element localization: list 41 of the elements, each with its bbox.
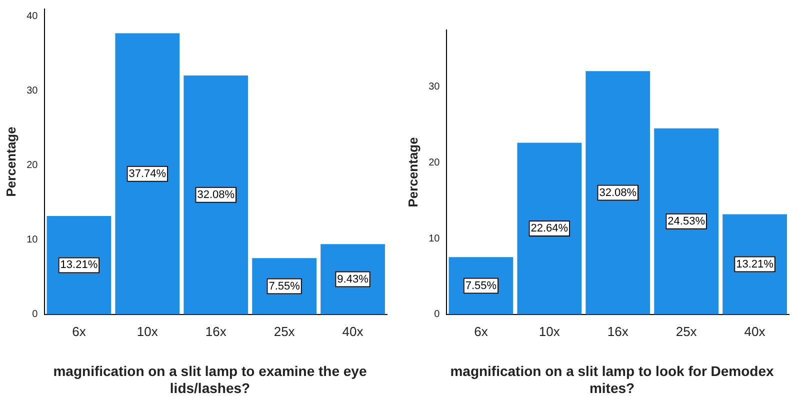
bar (320, 244, 385, 314)
x-tick-label: 16x (205, 324, 227, 339)
data-label: 37.74% (128, 168, 166, 180)
y-tick-label: 0 (434, 309, 440, 320)
data-label: 13.21% (60, 259, 98, 272)
x-tick-label: 25x (274, 324, 296, 339)
x-tick-label: 10x (538, 324, 560, 339)
y-tick-label: 20 (428, 157, 440, 168)
y-tick-label: 10 (26, 234, 38, 246)
bar (586, 71, 650, 314)
bar (517, 142, 582, 314)
data-label: 32.08% (197, 188, 235, 201)
x-tick-label: 16x (607, 324, 629, 339)
x-tick-label: 6x (72, 324, 86, 339)
y-tick-label: 40 (26, 11, 38, 22)
data-label: 32.08% (599, 186, 637, 199)
x-tick-label: 6x (474, 324, 488, 339)
bar (184, 75, 248, 314)
x-tick-label: 40x (342, 324, 364, 339)
data-label: 7.55% (268, 280, 300, 292)
y-tick-label: 30 (428, 82, 440, 93)
y-axis-title: Percentage (3, 126, 18, 197)
y-tick-label: 30 (26, 86, 38, 97)
bar (722, 214, 787, 314)
x-axis-title: magnification on a slit lamp to examine the eye lids/lashes? (52, 363, 368, 396)
data-label: 7.55% (465, 280, 497, 292)
data-label: 24.53% (668, 215, 706, 228)
y-tick-label: 10 (428, 233, 440, 244)
y-tick-label: 20 (26, 160, 38, 172)
x-tick-label: 25x (676, 324, 698, 339)
data-label: 13.21% (736, 258, 774, 270)
data-label: 9.43% (337, 273, 369, 286)
x-axis-title: magnification on a slit lamp to look for Demodex mites? (449, 363, 775, 396)
bar (654, 128, 719, 314)
data-label: 22.64% (530, 222, 568, 235)
x-tick-label: 10x (136, 324, 158, 339)
bar (46, 216, 112, 314)
bar (115, 33, 180, 314)
y-axis-title: Percentage (405, 137, 420, 208)
x-tick-label: 40x (744, 324, 766, 339)
y-tick-label: 0 (32, 309, 38, 320)
